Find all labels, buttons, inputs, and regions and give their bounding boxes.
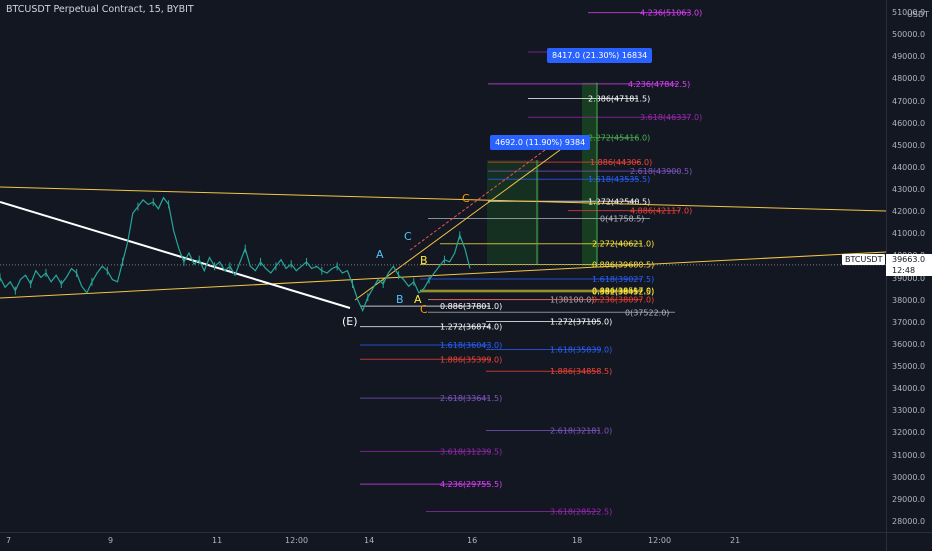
channel-upper-line <box>0 186 887 212</box>
price-tick: 37000.0 <box>892 317 926 327</box>
drawn-trendlines <box>0 82 887 309</box>
measure-badge-mid[interactable]: 4692.0 (11.90%) 9384 <box>490 135 591 150</box>
fib-level-label: 2.886(47181.5) <box>588 95 650 104</box>
fib-level-label: 1.886(44306.0) <box>590 158 652 167</box>
price-tick: 36000.0 <box>892 339 926 349</box>
fib-level-label: 1.272(37105.0) <box>550 318 612 327</box>
fib-level-label: 1.272(36874.0) <box>440 323 502 332</box>
chart-pane[interactable]: 4.236(51063.0)3.618(49286.0)4.236(47842.… <box>0 0 887 532</box>
axis-corner <box>886 532 932 551</box>
fib-level-label: 1.886(34858.5) <box>550 367 612 376</box>
fib-level-label: 2.618(33641.5) <box>440 394 502 403</box>
price-tick: 45000.0 <box>892 140 926 150</box>
fib-level-label: 2.618(43900.5) <box>630 167 692 176</box>
current-price: 39663.0 <box>892 255 926 264</box>
price-tick: 48000.0 <box>892 74 926 84</box>
measure-badge-top[interactable]: 8417.0 (21.30%) 16834 <box>547 48 653 63</box>
price-tick: 44000.0 <box>892 162 926 172</box>
fib-level-label: 0(37522.0) <box>625 308 669 317</box>
wave-label-c-orange_bottom: C <box>420 303 428 316</box>
time-tick: 14 <box>364 536 375 545</box>
price-tick: 30000.0 <box>892 472 926 482</box>
fib-level-label: 3.618(46337.0) <box>640 113 702 122</box>
time-axis[interactable]: 7 9 11 12:00 14 16 18 12:00 21 <box>0 532 886 551</box>
time-tick: 12:00 <box>285 536 309 545</box>
price-tick: 34000.0 <box>892 384 926 394</box>
time-tick: 12:00 <box>648 536 672 545</box>
fib-level-label: 4.886(42117.0) <box>630 207 692 216</box>
fib-level-label: 1.618(43535.5) <box>588 175 650 184</box>
projection-dashed-line <box>409 149 546 251</box>
price-tick: 46000.0 <box>892 118 926 128</box>
time-tick: 18 <box>572 536 583 545</box>
fib-level-label: 4.236(29755.5) <box>440 480 502 489</box>
time-tick: 7 <box>6 536 12 545</box>
price-tick: 35000.0 <box>892 362 926 372</box>
wave-label-a-cyan: A <box>376 248 384 261</box>
fib-levels: 4.236(51063.0)3.618(49286.0)4.236(47842.… <box>360 9 702 516</box>
bar-countdown: 12:48 <box>892 266 916 275</box>
fib-level-label: 2.618(32181.0) <box>550 426 612 435</box>
price-tick: 29000.0 <box>892 494 926 504</box>
measure-boxes <box>487 82 597 267</box>
price-unit: USDT <box>907 10 929 19</box>
time-tick: 9 <box>108 536 114 545</box>
fib-level-label: 1.886(35399.0) <box>440 355 502 364</box>
price-tick: 33000.0 <box>892 406 926 416</box>
fib-level-label: 0.382(38452.5) <box>592 288 654 297</box>
price-tick: 38000.0 <box>892 295 926 305</box>
fib-level-label: 2.272(40621.0) <box>592 240 654 249</box>
wave-label-b-yellow: B <box>420 254 428 267</box>
fib-level-label: 2.272(45416.0) <box>588 134 650 143</box>
price-tick: 41000.0 <box>892 229 926 239</box>
projection-line <box>354 149 561 301</box>
symbol-price-tag: BTCUSDT <box>842 254 886 265</box>
fib-level-label: 0.236(38097.0) <box>592 296 654 305</box>
symbol-title: BTCUSDT Perpetual Contract, 15, BYBIT <box>6 4 194 15</box>
fib-level-label: 0.886(37801.0) <box>440 302 502 311</box>
time-tick: 16 <box>467 536 478 545</box>
time-tick: 11 <box>212 536 223 545</box>
fib-level-label: 3.618(31239.5) <box>440 447 502 456</box>
fib-level-label: 0(41758.5) <box>600 215 644 224</box>
price-tick: 43000.0 <box>892 185 926 195</box>
price-tick: 51000.0 <box>892 8 926 18</box>
wave-label-a-yellow: A <box>414 293 422 306</box>
downtrend-line <box>0 201 351 309</box>
channel-lower-line <box>0 251 887 299</box>
time-tick: 21 <box>730 536 741 545</box>
chart-canvas[interactable]: 4.236(51063.0)3.618(49286.0)4.236(47842.… <box>0 0 887 532</box>
price-series <box>0 196 471 313</box>
fib-level-label: 1.272(42540.5) <box>588 197 650 206</box>
price-tick: 28000.0 <box>892 517 926 526</box>
price-tick: 32000.0 <box>892 428 926 438</box>
price-tick: 31000.0 <box>892 450 926 460</box>
fib-level-label: 3.618(28522.5) <box>550 507 612 516</box>
fib-level-label: 0.886(38517.0) <box>592 286 654 295</box>
price-tick: 42000.0 <box>892 207 926 217</box>
long-position-box <box>582 82 597 267</box>
current-price-tag: 39663.0 12:48 <box>886 254 932 276</box>
price-tick: 47000.0 <box>892 96 926 106</box>
price-tick: 49000.0 <box>892 52 926 62</box>
fib-level-label: 4.236(47842.5) <box>628 80 690 89</box>
price-tick: 39000.0 <box>892 273 926 283</box>
fib-level-label: 1.618(35839.0) <box>550 346 612 355</box>
fib-level-label: 4.236(51063.0) <box>640 9 702 18</box>
price-tick: 50000.0 <box>892 30 926 40</box>
fib-level-label: 0.886(39680.5) <box>592 261 654 270</box>
wave-label-e: (E) <box>342 315 358 328</box>
fib-level-label: 1.618(36043.0) <box>440 341 502 350</box>
price-line <box>0 196 471 313</box>
wave-label-c-orange_top: C <box>462 192 470 205</box>
measure-box <box>487 160 539 265</box>
wave-label-b-cyan: B <box>396 293 404 306</box>
wave-label-c-cyan: C <box>404 230 412 243</box>
fib-level-label: 1.618(39027.5) <box>592 275 654 284</box>
